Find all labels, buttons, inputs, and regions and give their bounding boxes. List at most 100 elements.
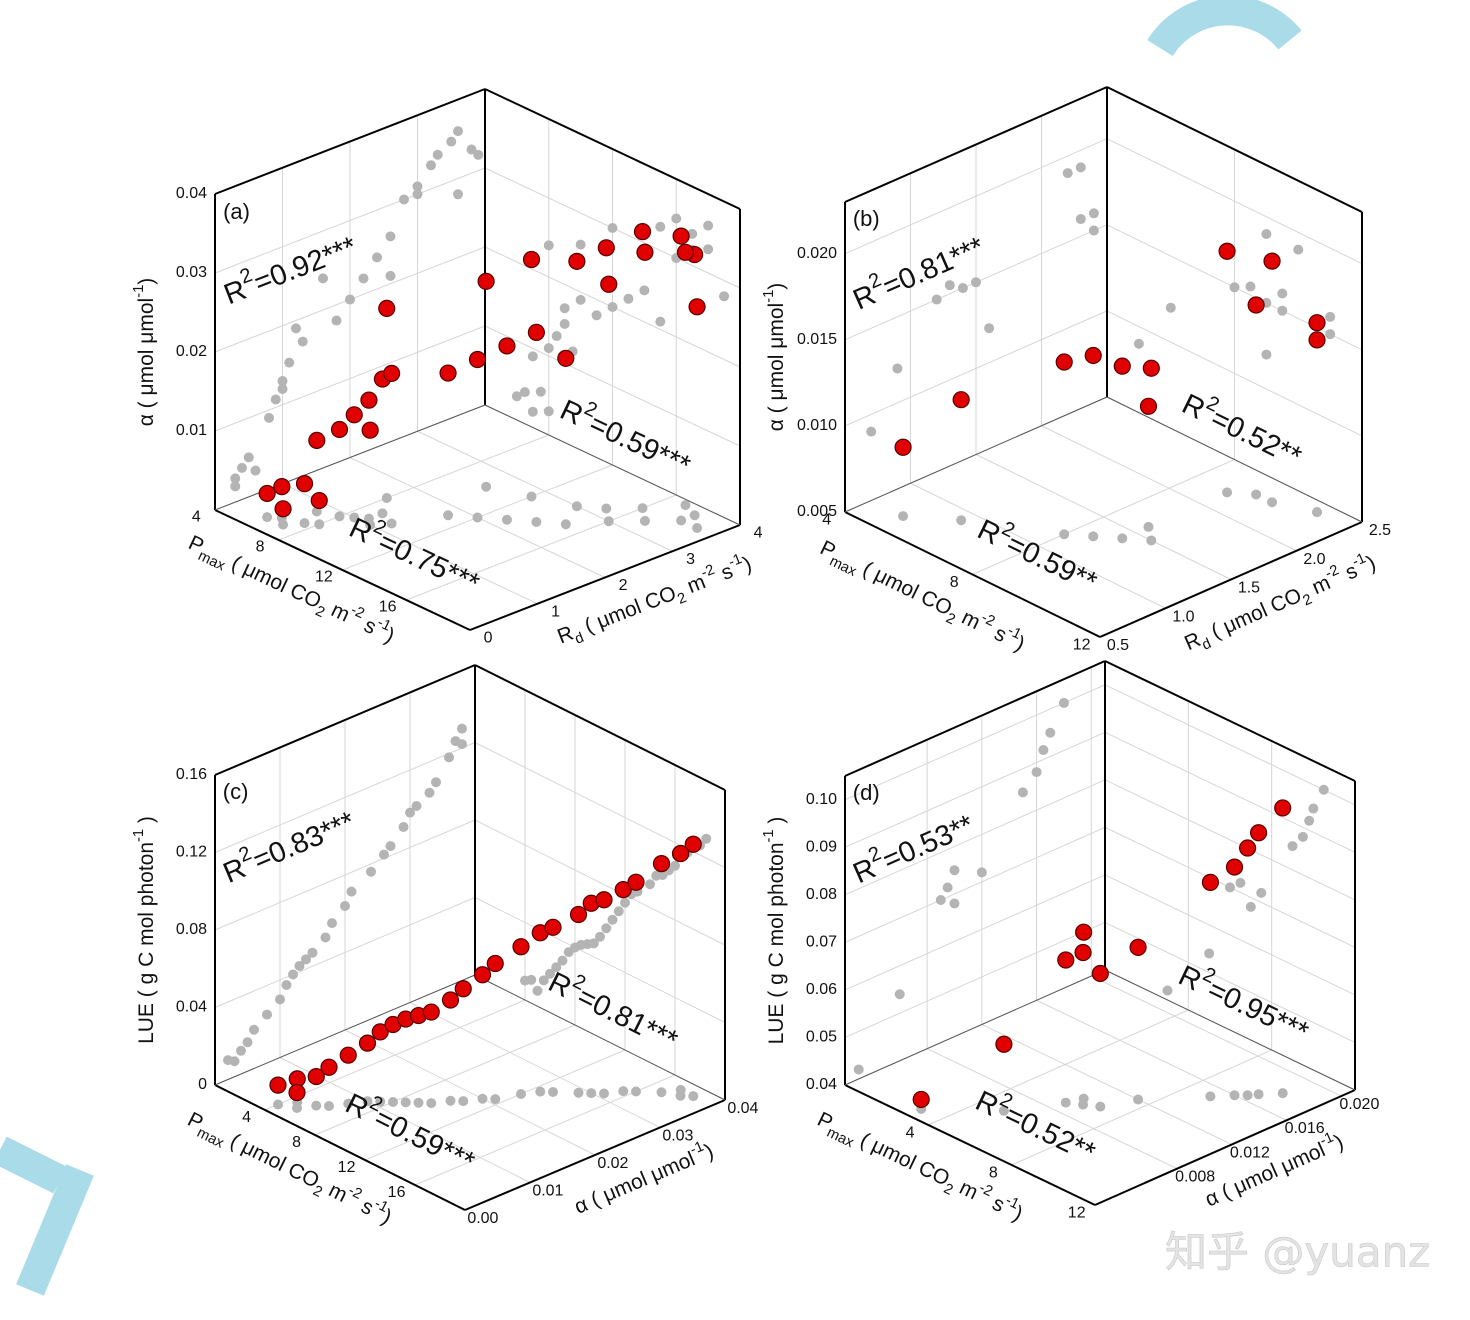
projection-point [275, 994, 285, 1005]
projection-point [1045, 727, 1056, 738]
projection-point [1133, 338, 1144, 349]
projection-point [443, 510, 454, 521]
projection-point [1229, 282, 1240, 293]
projection-point [703, 244, 714, 255]
x-axis-label-part: max [196, 548, 229, 575]
projection-point [591, 310, 602, 321]
z-tick-label: 0.03 [176, 264, 207, 281]
grid-line [474, 897, 726, 1023]
projection-point [501, 514, 512, 525]
projection-point [385, 231, 396, 242]
projection-point [294, 960, 305, 971]
x-axis-label-part: max [194, 1125, 227, 1152]
projection-point [400, 1097, 411, 1108]
y-tick-label: 0.01 [532, 1183, 563, 1200]
projection-point [288, 969, 298, 980]
grid-line [417, 430, 673, 552]
grid-line [844, 731, 1106, 848]
projection-point [1075, 214, 1086, 225]
data-point [527, 323, 545, 341]
projection-point [365, 520, 376, 530]
x-axis-label-part: m [323, 596, 354, 627]
projection-point [426, 160, 436, 171]
data-point [454, 980, 472, 998]
x-axis-label: Pmax ( μmol CO2 m-2 s-1) [182, 1104, 397, 1233]
data-point [468, 350, 487, 369]
projection-point [372, 252, 382, 263]
x-axis-label-part: m [953, 603, 984, 634]
y-tick-label: 2.5 [1369, 522, 1391, 539]
data-point [441, 991, 460, 1009]
projection-point [571, 501, 582, 512]
projection-point [637, 503, 648, 514]
data-point [1113, 357, 1131, 375]
z-axis-label-part: -1 [131, 285, 147, 298]
annotation-part: =0.92*** [250, 231, 362, 300]
axis-edge [214, 509, 471, 631]
projection-point [527, 406, 538, 417]
data-point [307, 1067, 325, 1086]
projection-point [701, 833, 712, 844]
z-axis-label-part: -1 [761, 829, 777, 842]
projection-point [1261, 229, 1272, 240]
projection-point [277, 383, 288, 394]
y-axis-label: Rd ( μmol CO2 m-2 s-1) [553, 549, 757, 654]
data-point [1057, 951, 1075, 969]
projection-point [971, 277, 981, 288]
projection-point [645, 879, 655, 890]
data-point [595, 891, 613, 909]
y-tick-label: 0.03 [662, 1128, 693, 1145]
grid-line [926, 1048, 1178, 1170]
data-point [688, 298, 706, 316]
grid-line [1104, 779, 1356, 901]
projection-point [603, 516, 614, 527]
x-axis-label-part: ( μmol CO [223, 549, 325, 613]
data-point [1055, 353, 1073, 371]
axis-edge [214, 88, 486, 195]
projection-point [586, 1088, 597, 1099]
projection-point [273, 1099, 283, 1110]
projection-point [281, 980, 292, 990]
projection-point [618, 1086, 629, 1097]
z-tick-label: 0.04 [176, 999, 207, 1016]
projection-point [457, 739, 467, 750]
projection-point [311, 1100, 322, 1111]
projection-point [270, 394, 281, 405]
y-axis-label-part: -1 [688, 1139, 706, 1159]
y-tick-label: 2 [619, 577, 628, 594]
z-axis-label: α ( μmol μmol-1) [131, 278, 158, 427]
projection-point [680, 500, 691, 511]
projection-point [607, 914, 618, 925]
projection-point [229, 1056, 240, 1067]
projection-point [386, 518, 397, 529]
projection-point [250, 465, 261, 476]
data-point [422, 1003, 440, 1021]
projection-point [689, 510, 700, 521]
projection-point [358, 273, 369, 284]
y-tick-label: 1 [551, 603, 560, 620]
projection-point [607, 302, 618, 312]
projection-point [292, 1103, 302, 1113]
grid-line [844, 779, 1106, 896]
z-axis-label-part: ) [765, 283, 788, 290]
projection-point [453, 126, 463, 137]
axis-edge [484, 404, 741, 526]
x-axis-label-part: ( μmol CO [854, 554, 956, 620]
projection-point [278, 519, 289, 530]
data-point [522, 250, 541, 269]
projection-point [527, 351, 538, 362]
projection-point [535, 1086, 546, 1097]
data-point [597, 239, 615, 257]
data-point [371, 1023, 389, 1041]
projection-point [412, 189, 423, 200]
projection-point [976, 867, 987, 878]
projection-point [543, 343, 554, 354]
y-axis-label-part: -2 [1323, 562, 1341, 582]
grid-line [1104, 731, 1356, 853]
projection-point [297, 336, 308, 347]
annotation: R2=0.92*** [218, 226, 362, 311]
axis-edge [1104, 969, 1356, 1091]
y-axis-label: Rd ( μmol CO2 m-2 s-1) [1179, 548, 1381, 660]
projection-point [1165, 302, 1176, 313]
projection-point [424, 787, 435, 798]
